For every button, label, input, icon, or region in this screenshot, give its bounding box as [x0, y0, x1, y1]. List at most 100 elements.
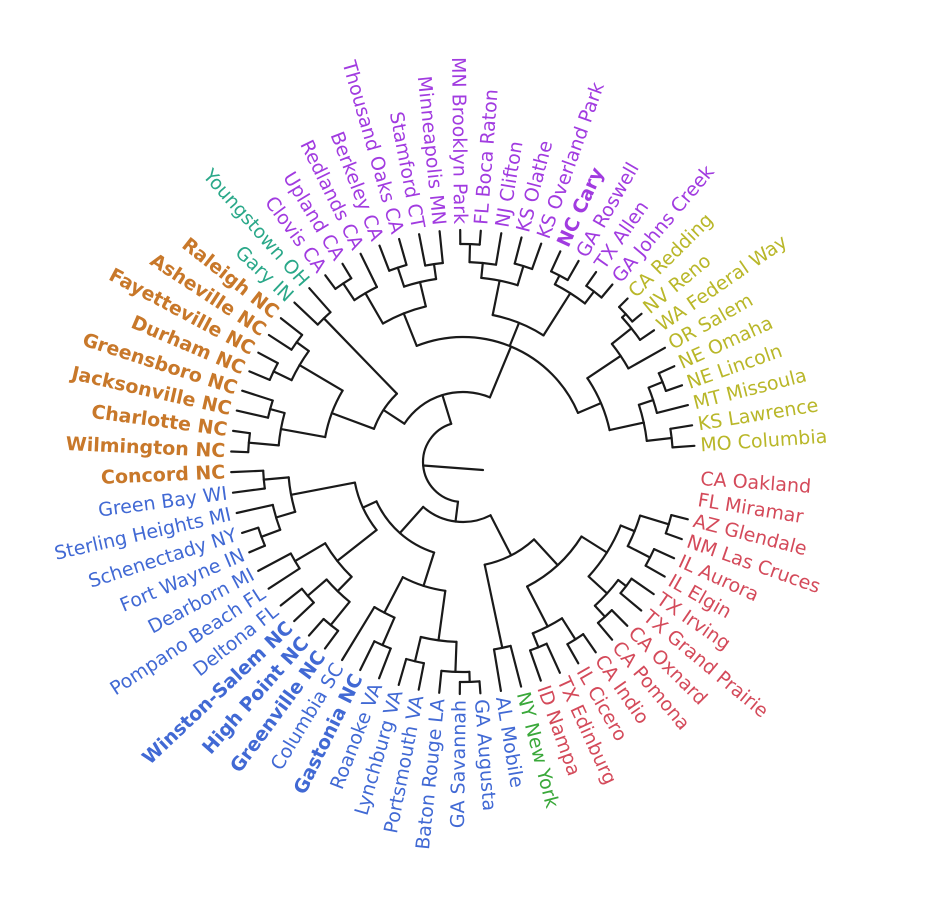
- branch-line: [308, 287, 332, 314]
- branch-line: [653, 548, 676, 560]
- branch-line: [230, 450, 250, 454]
- branch-arc: [619, 577, 633, 595]
- branch-line: [232, 429, 251, 435]
- branch-line: [532, 538, 559, 567]
- branch-arc: [334, 277, 353, 290]
- branch-line: [267, 567, 301, 590]
- branch-line: [610, 327, 633, 345]
- branch-line: [491, 279, 501, 317]
- branch-line: [550, 250, 562, 273]
- dendrogram-branches: [230, 228, 696, 696]
- branch-arc: [322, 617, 340, 632]
- branch-line: [359, 640, 376, 672]
- branch-line: [587, 575, 609, 595]
- branch-line: [513, 236, 523, 265]
- branch-line: [608, 421, 645, 432]
- branch-line: [596, 621, 614, 641]
- branch-line: [298, 364, 344, 392]
- branch-line: [230, 469, 265, 474]
- branch-line: [542, 292, 572, 337]
- branch-line: [576, 402, 602, 414]
- branch-line: [610, 609, 629, 627]
- branch-line: [526, 585, 549, 628]
- branch-arc: [353, 285, 378, 302]
- branch-line: [267, 333, 293, 351]
- branch-line: [293, 301, 319, 326]
- branch-line: [293, 601, 315, 623]
- branch-line: [324, 274, 337, 290]
- branch-line: [553, 274, 561, 286]
- root-branch: [422, 464, 485, 472]
- branch-line: [418, 281, 427, 308]
- branch-arc: [483, 538, 536, 566]
- branch-arc: [587, 524, 622, 578]
- branch-arc: [585, 284, 603, 299]
- branch-line: [483, 563, 504, 649]
- branch-line: [341, 262, 353, 280]
- branch-line: [382, 408, 406, 425]
- branch-line: [336, 528, 378, 562]
- branch-line: [671, 444, 696, 449]
- branch-line: [330, 412, 376, 430]
- branch-line: [488, 345, 513, 399]
- branch-arc: [421, 422, 460, 503]
- branch-arc: [372, 392, 398, 430]
- branch-line: [402, 312, 418, 347]
- branch-line: [627, 346, 666, 370]
- branch-line: [378, 647, 392, 680]
- branch-arc: [290, 349, 310, 382]
- branch-line: [566, 259, 580, 282]
- branch-line: [381, 616, 396, 647]
- branch-line: [295, 341, 310, 353]
- branch-line: [231, 487, 266, 494]
- branch-line: [580, 535, 608, 554]
- branch-line: [626, 545, 652, 559]
- leaf-label: GA Savannah: [447, 700, 471, 828]
- branch-line: [489, 514, 513, 557]
- branch-line: [478, 229, 482, 246]
- branch-line: [323, 629, 340, 650]
- branch-line: [508, 321, 521, 348]
- branch-line: [454, 500, 460, 523]
- branch-line: [279, 587, 303, 607]
- branch-arc: [289, 552, 301, 570]
- branch-line: [585, 270, 598, 287]
- branch-line: [438, 669, 443, 694]
- branch-line: [670, 514, 689, 521]
- branch-arc: [424, 261, 444, 267]
- branch-line: [647, 380, 664, 389]
- branch-line: [494, 232, 503, 266]
- branch-arc: [459, 242, 481, 246]
- branch-arc: [375, 500, 436, 554]
- branch-arc: [422, 505, 492, 524]
- branch-line: [294, 542, 327, 563]
- branch-line: [516, 265, 525, 287]
- branch-line: [396, 266, 406, 288]
- branch-line: [235, 409, 270, 419]
- branch-line: [468, 243, 472, 264]
- branch-line: [398, 505, 425, 535]
- branch-line: [480, 261, 484, 279]
- branch-line: [582, 633, 597, 654]
- branch-line: [531, 632, 540, 649]
- branch-line: [279, 317, 304, 336]
- branch-line: [478, 680, 482, 695]
- branch-arc: [290, 333, 304, 351]
- leaf-label: Concord NC: [101, 461, 226, 488]
- branch-line: [247, 441, 280, 447]
- branch-arc: [531, 617, 564, 635]
- branch-arc: [268, 362, 279, 381]
- branch-arc: [415, 335, 580, 414]
- branch-line: [639, 514, 670, 526]
- branch-line: [438, 230, 444, 265]
- branch-line: [241, 389, 274, 402]
- branch-line: [260, 528, 282, 538]
- branch-line: [290, 481, 356, 496]
- branch-arc: [610, 342, 630, 370]
- branch-line: [545, 642, 561, 674]
- branch-arc: [458, 680, 481, 684]
- branch-arc: [491, 313, 545, 337]
- branch-line: [257, 552, 292, 572]
- branch-arc: [373, 606, 396, 619]
- branch-line: [630, 577, 655, 596]
